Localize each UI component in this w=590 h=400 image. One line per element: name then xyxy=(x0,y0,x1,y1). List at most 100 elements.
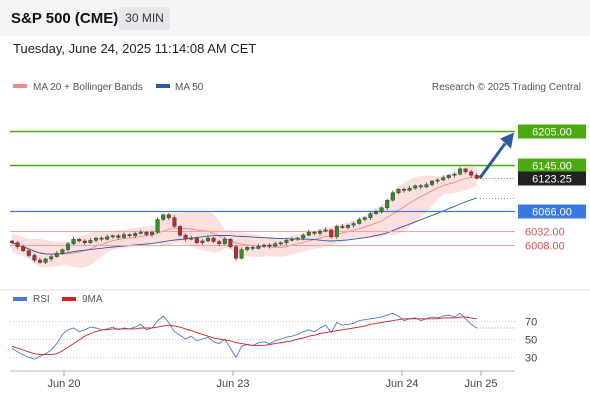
ma50-legend-label: MA 50 xyxy=(175,82,204,93)
candle-body xyxy=(379,207,384,213)
candle-body xyxy=(9,240,14,243)
candle-body xyxy=(32,255,37,261)
candle-body xyxy=(71,238,76,245)
candle-body xyxy=(418,185,423,188)
candle-body xyxy=(88,240,93,243)
candle-body xyxy=(49,256,54,260)
candle-body xyxy=(329,229,334,238)
forecast-arrow-shaft xyxy=(478,142,507,179)
candle-body xyxy=(346,225,351,228)
candle-body xyxy=(323,229,328,232)
candle-body xyxy=(407,187,412,191)
candle-body xyxy=(267,244,272,247)
x-tick-label: Jun 25 xyxy=(464,378,497,390)
last-price-label: 6123.25 xyxy=(532,174,572,186)
candle-body xyxy=(183,234,188,240)
candle-body xyxy=(217,241,222,245)
ma20-line xyxy=(11,176,477,255)
x-tick-label: Jun 20 xyxy=(47,378,80,390)
candle-body xyxy=(233,246,238,259)
rsi-legend-swatch xyxy=(13,297,27,301)
candle-body xyxy=(177,226,182,236)
interval-button[interactable]: 30 MIN xyxy=(119,7,170,30)
candle-body xyxy=(374,211,379,214)
rsi-tick-label: 70 xyxy=(525,317,537,329)
candle-body xyxy=(357,219,362,224)
candle-body xyxy=(38,259,43,263)
instrument-title: S&P 500 (CME) xyxy=(11,10,119,27)
candle-body xyxy=(402,189,407,191)
candle-body xyxy=(256,245,261,249)
support-label: 6008.00 xyxy=(525,241,565,253)
candle-body xyxy=(362,217,367,220)
candle-body xyxy=(424,184,429,188)
rsi-line xyxy=(11,312,478,360)
candle-body xyxy=(306,232,311,236)
candle-body xyxy=(26,250,31,256)
candle-body xyxy=(250,247,255,249)
candle-body xyxy=(161,214,166,220)
resistance-label: 6205.00 xyxy=(532,127,572,139)
candle-body xyxy=(396,189,401,193)
candle-body xyxy=(15,242,20,247)
resistance-label-bg xyxy=(518,124,586,139)
rsi-tick-label: 30 xyxy=(525,353,537,365)
candle-body xyxy=(262,244,267,247)
candle-body xyxy=(222,238,227,245)
copyright-text: Research © 2025 Trading Central xyxy=(432,82,581,93)
candle-body xyxy=(121,234,126,238)
ma20-legend-label: MA 20 + Bollinger Bands xyxy=(33,82,143,93)
candle-body xyxy=(211,237,216,242)
candle-body xyxy=(474,175,479,179)
candle-body xyxy=(82,240,87,243)
candle-body xyxy=(290,238,295,241)
forecast-arrow-head xyxy=(500,132,514,149)
candle-body xyxy=(295,237,300,240)
candle-body xyxy=(65,243,70,250)
candle-body xyxy=(194,237,199,243)
candle-body xyxy=(318,230,323,234)
candle-body xyxy=(54,252,59,257)
candle-body xyxy=(452,173,457,176)
rsi-legend-label: RSI xyxy=(33,294,50,305)
candle-body xyxy=(133,233,138,236)
candle-body xyxy=(245,247,250,250)
rsi-ma-legend-label: 9MA xyxy=(82,294,103,305)
candle-body xyxy=(334,226,339,238)
candle-body xyxy=(138,232,143,234)
candle-body xyxy=(105,236,110,240)
candle-body xyxy=(469,171,474,176)
candle-body xyxy=(385,200,390,209)
support-label: 6032.00 xyxy=(525,227,565,239)
candle-body xyxy=(430,180,435,185)
candle-body xyxy=(463,168,468,173)
last-price-label-bg xyxy=(518,171,586,186)
resistance-label-bg xyxy=(518,158,586,173)
candle-body xyxy=(77,238,82,242)
candle-body xyxy=(155,219,160,233)
chart-header: S&P 500 (CME) 30 MIN xyxy=(0,0,590,36)
candle-body xyxy=(413,185,418,189)
resistance-label: 6145.00 xyxy=(532,161,572,173)
ma20-legend-swatch xyxy=(13,84,27,88)
candle-body xyxy=(368,213,373,218)
rsi-tick-label: 50 xyxy=(525,335,537,347)
bollinger-band xyxy=(12,166,477,268)
candle-body xyxy=(312,232,317,234)
candle-body xyxy=(99,237,104,240)
ma50-line xyxy=(11,197,477,255)
candle-body xyxy=(273,243,278,247)
ma50-legend-swatch xyxy=(156,84,170,88)
pivot-label: 6066.00 xyxy=(532,207,572,219)
candle-body xyxy=(21,246,26,252)
candle-body xyxy=(351,223,356,226)
candle-body xyxy=(110,235,115,238)
candle-body xyxy=(239,249,244,259)
x-tick-label: Jun 23 xyxy=(216,378,249,390)
candle-body xyxy=(340,226,345,228)
candle-body xyxy=(43,258,48,263)
candle-body xyxy=(144,232,149,235)
candle-body xyxy=(390,192,395,201)
candle-body xyxy=(446,175,451,178)
